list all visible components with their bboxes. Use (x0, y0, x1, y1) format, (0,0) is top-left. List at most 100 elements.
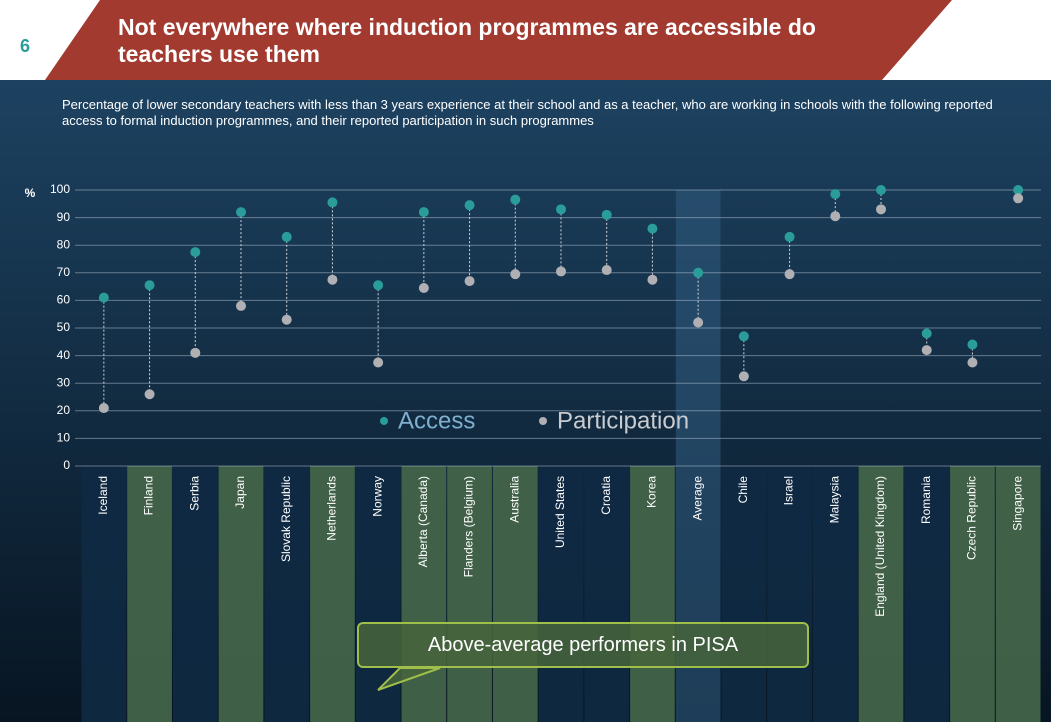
x-tick-label: Romania (919, 476, 933, 524)
chart-title: Not everywhere where induction programme… (118, 14, 816, 67)
category-column (721, 466, 767, 722)
annotation: Above-average performers in PISA (357, 622, 809, 668)
dot (190, 247, 201, 258)
category-column (630, 466, 675, 722)
category-column (310, 466, 355, 722)
dot (144, 280, 155, 291)
dot (693, 317, 704, 328)
category-column (538, 466, 584, 722)
dot (601, 209, 612, 220)
dot (784, 231, 795, 242)
category-column (127, 466, 172, 722)
x-tick-label: England (United Kingdom) (873, 476, 887, 617)
dot (327, 197, 338, 208)
y-axis-label: % (25, 186, 36, 200)
dot (510, 194, 521, 205)
callout-tail (377, 667, 441, 691)
x-tick-label: Average (690, 476, 704, 521)
x-tick-label: Australia (507, 476, 521, 523)
dot (876, 204, 886, 215)
x-tick-label: Korea (645, 476, 659, 508)
dot (967, 339, 978, 350)
legend-label: Access (398, 407, 475, 434)
x-tick-label: Flanders (Belgium) (462, 476, 476, 577)
dot (1013, 185, 1024, 195)
dot (98, 403, 109, 414)
dot (784, 269, 795, 280)
chart-subtitle: Percentage of lower secondary teachers w… (62, 97, 993, 128)
dot (556, 266, 566, 277)
dot (601, 265, 612, 276)
x-tick-label: Czech Republic (965, 476, 979, 560)
dot (281, 314, 292, 325)
category-column (492, 466, 538, 722)
category-column (950, 466, 995, 722)
dot (647, 274, 658, 285)
dot (738, 371, 749, 382)
legend-marker (380, 417, 388, 425)
y-tick-label: 70 (57, 265, 71, 279)
dot (647, 223, 658, 234)
dot (418, 207, 429, 218)
category-column (995, 466, 1041, 722)
x-tick-label: Netherlands (325, 476, 339, 541)
dot (830, 211, 841, 222)
y-tick-label: 10 (57, 431, 71, 445)
category-column (447, 466, 492, 722)
category-column (767, 466, 812, 722)
page-number: 6 (20, 36, 31, 56)
category-column (812, 466, 858, 722)
dot (190, 347, 201, 358)
legend-marker (539, 417, 547, 425)
dot (464, 200, 475, 211)
category-column (584, 466, 630, 722)
dot (373, 280, 384, 291)
x-tick-label: Norway (370, 476, 384, 517)
dot (144, 389, 155, 400)
y-tick-label: 60 (57, 293, 71, 307)
dot (876, 185, 886, 195)
category-column (264, 466, 310, 722)
y-tick-label: 50 (57, 320, 71, 334)
x-tick-label: Slovak Republic (279, 476, 293, 562)
x-tick-label: Iceland (96, 476, 110, 515)
y-tick-label: 90 (57, 210, 71, 224)
x-tick-label: Japan (233, 476, 247, 509)
dot (830, 189, 841, 200)
x-tick-label: Alberta (Canada) (416, 476, 430, 567)
dot (236, 207, 246, 218)
dot (236, 300, 246, 311)
dot (281, 231, 292, 242)
dot (921, 328, 932, 339)
dot (98, 292, 109, 303)
x-tick-label: Croatia (599, 476, 613, 515)
y-tick-label: 0 (63, 458, 70, 472)
x-tick-label: Singapore (1010, 476, 1024, 531)
y-tick-label: 30 (57, 375, 71, 389)
y-tick-label: 100 (50, 182, 70, 196)
x-tick-label: United States (553, 476, 567, 548)
y-tick-label: 20 (57, 403, 71, 417)
dot (921, 345, 932, 356)
x-tick-label: Finland (142, 476, 156, 515)
dot (418, 282, 429, 293)
y-tick-label: 40 (57, 348, 71, 362)
category-column (904, 466, 950, 722)
x-tick-label: Chile (736, 476, 750, 504)
legend-label: Participation (557, 407, 689, 434)
y-tick-label: 80 (57, 237, 71, 251)
dot (510, 269, 521, 280)
category-column (172, 466, 218, 722)
dot (373, 357, 384, 368)
category-column (218, 466, 264, 722)
category-column (81, 466, 127, 722)
dot (327, 274, 338, 285)
category-column (858, 466, 904, 722)
x-tick-label: Serbia (187, 476, 201, 511)
x-tick-label: Malaysia (827, 476, 841, 524)
dot (967, 357, 978, 368)
dot (464, 276, 475, 287)
dot (1013, 193, 1024, 204)
